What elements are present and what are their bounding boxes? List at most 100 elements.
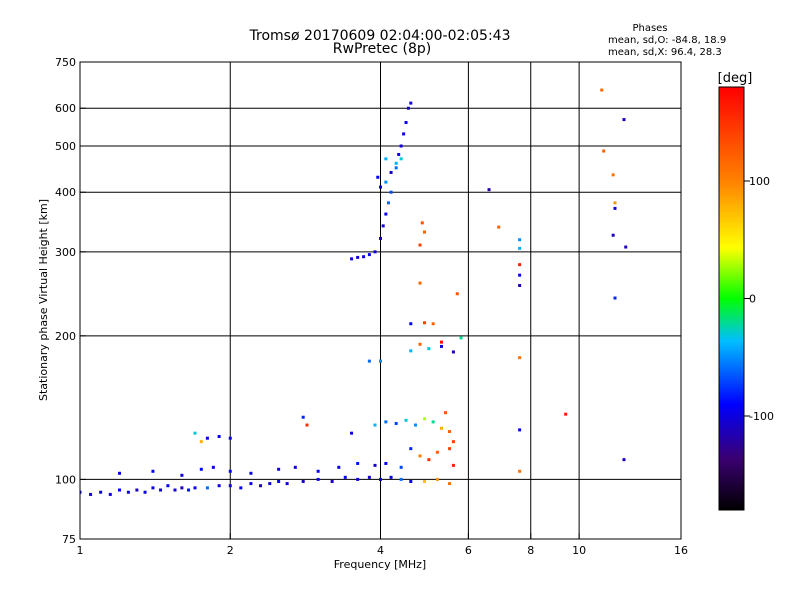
data-point xyxy=(564,412,568,416)
data-point xyxy=(440,344,444,348)
data-point xyxy=(394,166,398,170)
grid-lines xyxy=(80,62,681,539)
data-point xyxy=(420,221,424,225)
data-point xyxy=(451,463,455,467)
data-point xyxy=(166,484,170,488)
y-tick-label: 100 xyxy=(55,473,76,486)
data-point xyxy=(518,283,522,287)
data-point xyxy=(135,488,139,492)
data-point xyxy=(518,273,522,277)
data-point xyxy=(384,420,388,424)
data-point xyxy=(373,250,377,254)
data-point xyxy=(384,461,388,465)
y-tick-label: 500 xyxy=(55,140,76,153)
data-point xyxy=(497,225,501,229)
data-point xyxy=(435,477,439,481)
data-point xyxy=(381,224,385,228)
y-tick-label: 600 xyxy=(55,102,76,115)
data-point xyxy=(611,173,615,177)
data-point xyxy=(151,469,155,473)
y-tick-label: 750 xyxy=(55,56,76,69)
data-point xyxy=(613,206,617,210)
data-point xyxy=(624,245,628,249)
data-point xyxy=(367,359,371,363)
data-point xyxy=(356,477,360,481)
data-point xyxy=(389,190,393,194)
data-point xyxy=(448,447,452,451)
data-point xyxy=(455,292,459,296)
data-point xyxy=(431,322,435,326)
data-point xyxy=(126,490,130,494)
data-point xyxy=(151,486,155,490)
data-point xyxy=(379,185,382,189)
data-point xyxy=(413,423,417,427)
data-point xyxy=(399,157,403,161)
y-axis-ticks: 75 100 200 300 400 500 600 750 xyxy=(55,56,86,546)
data-point xyxy=(187,488,191,492)
data-point xyxy=(249,471,253,475)
data-point xyxy=(301,479,305,483)
colorbar-label: [deg] xyxy=(718,71,753,86)
data-point xyxy=(285,482,289,486)
data-point xyxy=(600,88,604,92)
y-tick-label: 400 xyxy=(55,186,76,199)
y-tick-label: 200 xyxy=(55,330,76,343)
data-point xyxy=(180,486,184,490)
data-point xyxy=(459,336,463,340)
data-point xyxy=(406,106,410,110)
data-point xyxy=(409,447,413,451)
data-point xyxy=(409,322,413,326)
data-point xyxy=(301,415,305,419)
data-point xyxy=(259,484,263,488)
data-point xyxy=(379,477,382,481)
data-point xyxy=(602,149,606,153)
data-point xyxy=(316,477,320,481)
data-point xyxy=(277,467,281,471)
data-point xyxy=(399,465,403,469)
data-point xyxy=(422,417,426,421)
data-point xyxy=(409,479,413,483)
data-point xyxy=(330,479,334,483)
data-point xyxy=(418,454,422,458)
data-point xyxy=(384,157,388,161)
data-point xyxy=(211,465,215,469)
data-point xyxy=(89,492,93,496)
x-tick-label: 6 xyxy=(465,544,472,557)
data-point xyxy=(356,461,360,465)
data-point xyxy=(205,486,209,490)
data-point xyxy=(367,475,371,479)
data-point xyxy=(379,359,382,363)
data-point xyxy=(350,431,354,435)
x-tick-label: 2 xyxy=(227,544,234,557)
colorbar xyxy=(718,86,745,511)
y-tick-label: 75 xyxy=(62,533,76,546)
data-point xyxy=(343,475,347,479)
stats-heading: Phases xyxy=(632,23,667,34)
data-point xyxy=(373,423,377,427)
data-point xyxy=(228,484,232,488)
data-point xyxy=(180,473,184,477)
data-point xyxy=(249,482,253,486)
data-point xyxy=(409,101,413,105)
data-point xyxy=(199,440,203,444)
data-point xyxy=(239,486,243,490)
data-point xyxy=(427,458,431,462)
x-tick-label: 8 xyxy=(527,544,534,557)
data-point xyxy=(613,201,617,205)
x-axis-ticks: 1 2 4 6 8 10 16 xyxy=(77,533,688,557)
data-point xyxy=(384,180,388,184)
x-tick-label: 16 xyxy=(674,544,688,557)
data-point xyxy=(80,490,82,494)
data-point xyxy=(118,471,122,475)
data-point xyxy=(193,486,197,490)
data-point xyxy=(379,236,382,240)
data-point xyxy=(316,469,320,473)
stats-x-line: mean, sd,X: 96.4, 28.3 xyxy=(608,47,722,58)
data-point xyxy=(199,467,203,471)
data-point xyxy=(356,255,360,259)
x-tick-label: 10 xyxy=(572,544,586,557)
x-axis-label: Frequency [MHz] xyxy=(334,558,426,571)
data-point xyxy=(451,350,455,354)
data-point xyxy=(205,436,209,440)
